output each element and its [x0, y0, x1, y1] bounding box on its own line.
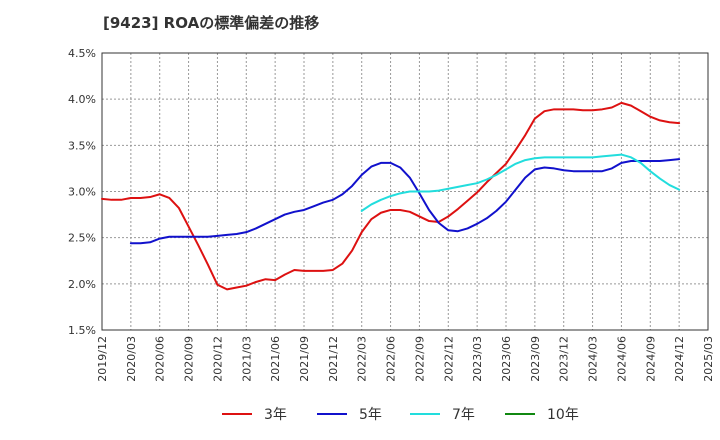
legend: 3年 5年 7年 10年: [222, 407, 579, 423]
legend-label: 3年: [264, 407, 287, 423]
x-tick-label: 2024/06: [615, 336, 628, 382]
series-line-5年: [129, 158, 681, 245]
x-tick-label: 2023/06: [500, 336, 513, 382]
y-tick-label: 2.0%: [68, 278, 96, 291]
x-tick-label: 2022/12: [442, 336, 455, 382]
legend-label: 7年: [452, 407, 475, 423]
series-lines: [101, 101, 681, 291]
y-tick-label: 3.0%: [68, 186, 96, 199]
x-tick-label: 2024/09: [644, 336, 657, 382]
series-line-3年: [101, 101, 681, 291]
x-tick-label: 2023/09: [529, 336, 542, 382]
x-axis-ticks: 2019/12 2020/03 2020/06 2020/09 2020/12 2021/…: [96, 336, 715, 382]
chart-title: [9423] ROAの標準偏差の推移: [103, 14, 320, 32]
x-tick-label: 2022/09: [413, 336, 426, 382]
plot-frame: [101, 52, 709, 331]
y-tick-label: 1.5%: [68, 324, 96, 337]
y-tick-label: 4.5%: [68, 47, 96, 60]
x-tick-label: 2023/12: [558, 336, 571, 382]
x-tick-label: 2021/09: [298, 336, 311, 382]
x-tick-label: 2020/03: [125, 336, 138, 382]
y-tick-label: 4.0%: [68, 93, 96, 106]
x-tick-label: 2019/12: [96, 336, 109, 382]
x-tick-label: 2024/03: [587, 336, 600, 382]
x-tick-label: 2023/03: [471, 336, 484, 382]
x-tick-label: 2020/12: [211, 336, 224, 382]
x-tick-label: 2024/12: [673, 336, 686, 382]
x-tick-label: 2021/06: [269, 336, 282, 382]
x-tick-label: 2020/09: [183, 336, 196, 382]
x-tick-label: 2021/03: [240, 336, 253, 382]
legend-label: 5年: [359, 407, 382, 423]
x-tick-label: 2020/06: [154, 336, 167, 382]
y-axis-ticks: 1.5% 2.0% 2.5% 3.0% 3.5% 4.0% 4.5%: [68, 47, 96, 337]
x-tick-label: 2022/06: [385, 336, 398, 382]
y-tick-label: 3.5%: [68, 139, 96, 152]
series-line-7年: [360, 153, 681, 212]
x-tick-label: 2021/12: [327, 336, 340, 382]
y-tick-label: 2.5%: [68, 232, 96, 245]
legend-label: 10年: [547, 407, 579, 423]
x-tick-label: 2025/03: [702, 336, 715, 382]
x-tick-label: 2022/03: [356, 336, 369, 382]
